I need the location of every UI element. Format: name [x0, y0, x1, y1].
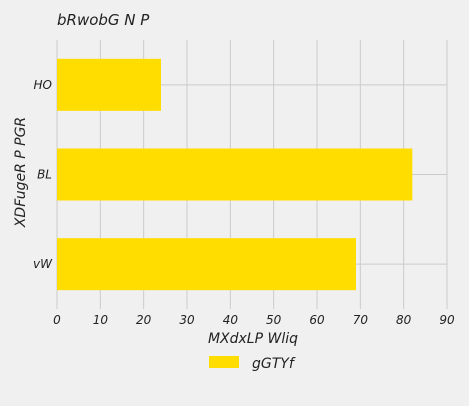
- bar: [57, 148, 413, 201]
- x-tick-label: 70: [353, 313, 369, 327]
- x-tick-label: 0: [53, 313, 61, 327]
- y-axis-label: XDFugeR P PGR: [13, 117, 29, 228]
- x-tick-label: 80: [396, 313, 412, 327]
- y-tick-labels: HO BL vW: [33, 78, 53, 271]
- x-tick-labels: 0 10 20 30 40 50 60 70 80 90: [53, 313, 455, 327]
- y-tick-label: vW: [33, 257, 53, 271]
- y-tick-label: BL: [37, 168, 52, 182]
- x-tick-label: 30: [179, 313, 195, 327]
- x-tick-label: 40: [223, 313, 239, 327]
- chart-title: bRwobG N P: [57, 11, 150, 29]
- bar: [57, 238, 356, 291]
- x-tick-label: 60: [309, 313, 325, 327]
- bar: [57, 58, 161, 111]
- legend-label: gGTYf: [252, 356, 296, 372]
- x-tick-label: 10: [93, 313, 109, 327]
- x-tick-label: 20: [136, 313, 152, 327]
- y-tick-label: HO: [34, 78, 52, 92]
- bars: [57, 58, 413, 291]
- legend: gGTYf: [209, 356, 296, 372]
- x-tick-label: 90: [439, 313, 455, 327]
- legend-swatch: [209, 356, 239, 368]
- x-axis-label: MXdxLP Wliq: [208, 331, 298, 347]
- x-tick-label: 50: [266, 313, 282, 327]
